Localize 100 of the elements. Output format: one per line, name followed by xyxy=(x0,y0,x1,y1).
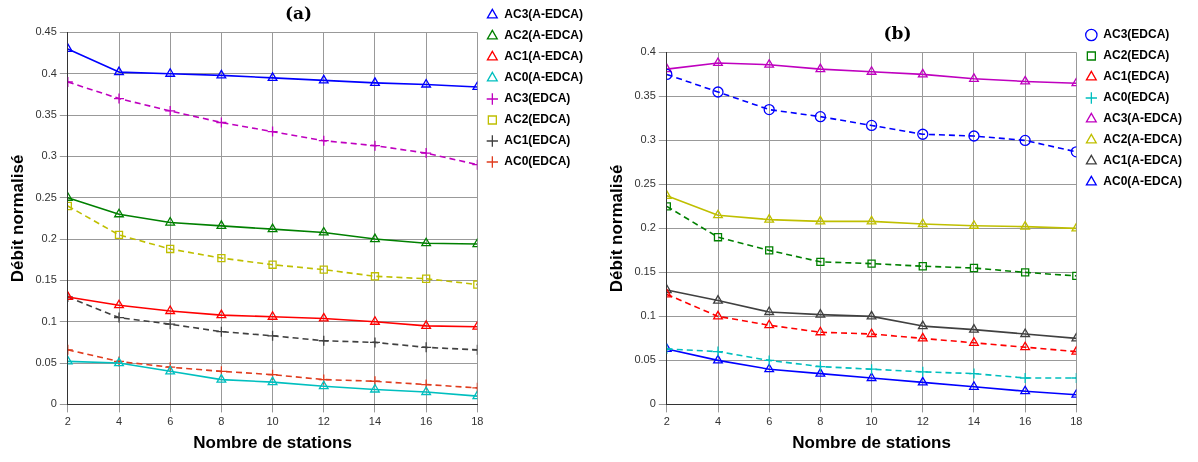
point xyxy=(713,294,723,304)
point xyxy=(113,92,125,105)
point xyxy=(164,318,176,330)
x-axis-title: Nombre de stations xyxy=(792,433,951,453)
point xyxy=(166,244,175,254)
point xyxy=(369,316,380,325)
point xyxy=(216,220,227,229)
point xyxy=(215,116,228,129)
point xyxy=(165,68,176,77)
legend-label: AC1(EDCA) xyxy=(1103,69,1170,84)
point xyxy=(712,86,724,98)
y-axis-title: Débit normalisé xyxy=(606,164,626,293)
x-tick-label: 10 xyxy=(865,415,878,428)
y-tick-label: 0.15 xyxy=(35,273,57,286)
legend-label: AC0(A-EDCA) xyxy=(504,70,584,85)
y-tick-label: 0.05 xyxy=(35,356,57,369)
point xyxy=(763,103,775,116)
point xyxy=(369,336,381,349)
point xyxy=(420,378,432,391)
point xyxy=(1020,268,1030,277)
point xyxy=(318,135,330,147)
point xyxy=(917,320,928,330)
point xyxy=(968,337,979,346)
y-tick-label: 0 xyxy=(649,397,656,410)
point xyxy=(319,265,328,274)
point xyxy=(420,341,432,354)
x-tick-label: 6 xyxy=(766,415,773,428)
point xyxy=(113,311,125,324)
point xyxy=(216,309,227,319)
point xyxy=(318,312,329,322)
point xyxy=(318,335,330,347)
point xyxy=(1020,220,1031,230)
legend-label: AC2(EDCA) xyxy=(1103,48,1170,63)
legend-label: AC2(A-EDCA) xyxy=(504,28,584,43)
point xyxy=(969,263,979,273)
point xyxy=(713,57,723,67)
point xyxy=(267,311,278,320)
point xyxy=(815,367,826,377)
point xyxy=(114,208,124,218)
legend-label: AC2(EDCA) xyxy=(504,112,571,127)
point xyxy=(421,274,431,283)
point xyxy=(968,323,979,333)
point xyxy=(1020,75,1031,85)
legend-label: AC1(A-EDCA) xyxy=(1103,153,1183,168)
point xyxy=(815,308,826,318)
y-tick-label: 0.1 xyxy=(640,309,656,322)
point xyxy=(1020,385,1031,395)
y-tick-label: 0.05 xyxy=(634,353,656,366)
point xyxy=(266,125,279,138)
x-tick-label: 4 xyxy=(714,415,722,428)
point xyxy=(815,215,826,225)
chart-title: (b) xyxy=(883,22,912,43)
y-tick-label: 0.35 xyxy=(634,89,656,102)
point xyxy=(216,69,227,79)
point xyxy=(866,66,877,75)
y-tick-label: 0.25 xyxy=(634,177,656,190)
point xyxy=(764,213,775,223)
point xyxy=(866,215,877,225)
point xyxy=(318,380,329,390)
y-tick-label: 0.15 xyxy=(634,265,656,278)
point xyxy=(713,310,723,320)
point xyxy=(814,360,827,373)
point xyxy=(266,368,279,381)
point xyxy=(713,233,723,242)
x-tick-label: 8 xyxy=(218,415,225,428)
point xyxy=(369,77,380,86)
point xyxy=(968,367,980,380)
legend-label: AC1(A-EDCA) xyxy=(504,49,584,64)
point xyxy=(1019,372,1031,384)
x-tick-label: 10 xyxy=(266,415,279,428)
point xyxy=(318,74,329,84)
x-tick-label: 2 xyxy=(64,415,71,428)
point xyxy=(968,130,980,142)
point xyxy=(215,326,228,338)
point xyxy=(267,376,278,386)
legend-label: AC2(A-EDCA) xyxy=(1103,132,1183,147)
point xyxy=(968,381,979,390)
y-tick-label: 0 xyxy=(50,397,57,410)
point xyxy=(713,209,723,219)
point xyxy=(318,226,329,236)
point xyxy=(164,361,176,373)
point xyxy=(765,246,774,255)
point xyxy=(968,220,979,229)
point xyxy=(917,332,928,342)
point xyxy=(165,216,176,226)
x-axis-title: Nombre de stations xyxy=(193,433,352,453)
point xyxy=(764,363,775,373)
point xyxy=(164,105,176,117)
point xyxy=(268,260,277,269)
point xyxy=(918,262,927,271)
point xyxy=(421,320,432,330)
x-tick-label: 4 xyxy=(115,415,123,428)
x-tick-label: 8 xyxy=(817,415,824,428)
x-tick-label: 14 xyxy=(368,415,382,428)
x-tick-label: 2 xyxy=(663,415,670,428)
point xyxy=(165,305,176,315)
point xyxy=(421,386,432,396)
legend-label: AC3(EDCA) xyxy=(1103,27,1170,42)
x-tick-label: 12 xyxy=(317,415,330,428)
x-tick-label: 16 xyxy=(420,415,433,428)
